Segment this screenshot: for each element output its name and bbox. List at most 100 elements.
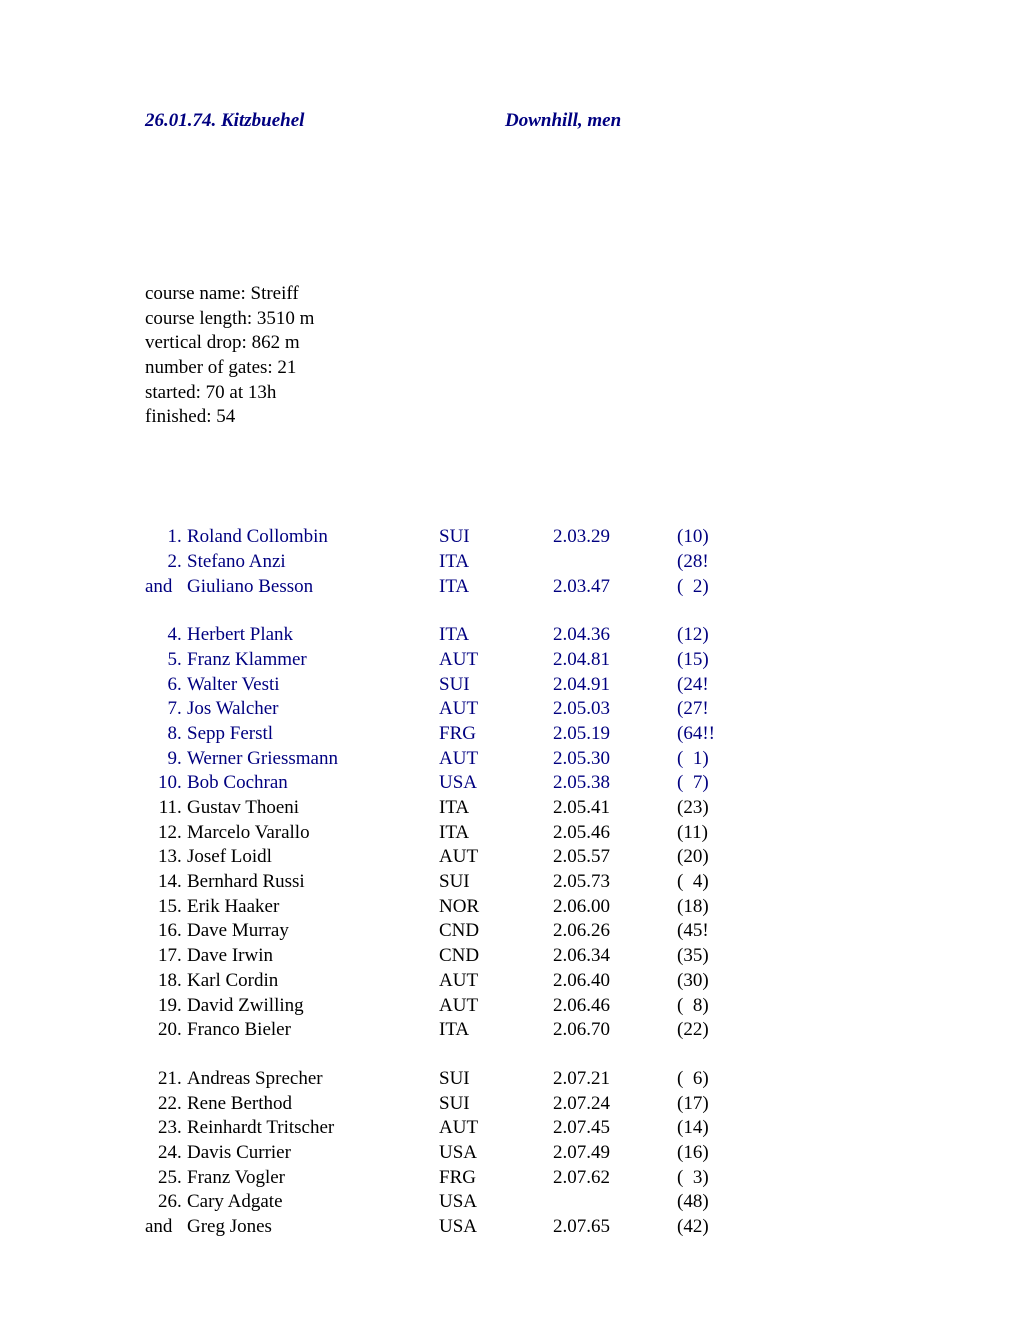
course-info: course name: Streiffcourse length: 3510 …: [145, 282, 875, 430]
time: 2.07.62: [553, 1166, 677, 1191]
rank: 25: [145, 1166, 177, 1191]
bib-number: (11): [677, 821, 737, 846]
rank: 12: [145, 821, 177, 846]
result-row: 13. Josef LoidlAUT2.05.57(20): [145, 845, 875, 870]
athlete-name: Greg Jones: [187, 1215, 439, 1240]
bib-number: (20): [677, 845, 737, 870]
athlete-name: David Zwilling: [187, 994, 439, 1019]
country: USA: [439, 1141, 553, 1166]
athlete-name: Marcelo Varallo: [187, 821, 439, 846]
country: ITA: [439, 796, 553, 821]
result-row: 10. Bob CochranUSA2.05.38( 7): [145, 771, 875, 796]
rank: 13: [145, 845, 177, 870]
course-info-line: course name: Streiff: [145, 282, 875, 307]
rank-sep: .: [177, 1018, 187, 1043]
rank: 5: [145, 648, 177, 673]
rank: 17: [145, 944, 177, 969]
rank-sep: .: [177, 944, 187, 969]
time: 2.05.30: [553, 747, 677, 772]
athlete-name: Bernhard Russi: [187, 870, 439, 895]
rank-sep: .: [177, 648, 187, 673]
time: 2.05.57: [553, 845, 677, 870]
result-row: 9. Werner GriessmannAUT2.05.30( 1): [145, 747, 875, 772]
athlete-name: Werner Griessmann: [187, 747, 439, 772]
result-row: 8. Sepp FerstlFRG2.05.19(64!!: [145, 722, 875, 747]
result-row: 24. Davis CurrierUSA2.07.49(16): [145, 1141, 875, 1166]
rank-sep: .: [177, 550, 187, 575]
country: CND: [439, 944, 553, 969]
time: 2.04.36: [553, 623, 677, 648]
result-row: 11. Gustav ThoeniITA2.05.41(23): [145, 796, 875, 821]
rank-sep: .: [177, 1092, 187, 1117]
rank-sep: .: [177, 697, 187, 722]
result-row: and Greg JonesUSA2.07.65(42): [145, 1215, 875, 1240]
bib-number: (10): [677, 525, 737, 550]
result-row: 16. Dave MurrayCND2.06.26(45!: [145, 919, 875, 944]
time: 2.04.91: [553, 673, 677, 698]
country: AUT: [439, 697, 553, 722]
time: 2.05.73: [553, 870, 677, 895]
country: ITA: [439, 575, 553, 600]
rank: 7: [145, 697, 177, 722]
rank-sep: .: [177, 771, 187, 796]
time: 2.06.26: [553, 919, 677, 944]
result-row: 18. Karl CordinAUT2.06.40(30): [145, 969, 875, 994]
rank: 15: [145, 895, 177, 920]
rank-sep: .: [177, 1116, 187, 1141]
country: USA: [439, 771, 553, 796]
country: ITA: [439, 550, 553, 575]
bib-number: ( 4): [677, 870, 737, 895]
athlete-name: Stefano Anzi: [187, 550, 439, 575]
time: [553, 1190, 677, 1215]
country: FRG: [439, 1166, 553, 1191]
spacer: [145, 599, 875, 623]
country: AUT: [439, 1116, 553, 1141]
rank: 11: [145, 796, 177, 821]
result-row: and Giuliano BessonITA2.03.47( 2): [145, 575, 875, 600]
rank: 10: [145, 771, 177, 796]
rank: 8: [145, 722, 177, 747]
athlete-name: Bob Cochran: [187, 771, 439, 796]
rank-sep: .: [177, 821, 187, 846]
course-info-line: finished: 54: [145, 405, 875, 430]
time: 2.05.41: [553, 796, 677, 821]
results-table: 1. Roland CollombinSUI2.03.29(10)2. Stef…: [145, 525, 875, 1240]
bib-number: (64!!: [677, 722, 737, 747]
bib-number: (18): [677, 895, 737, 920]
athlete-name: Josef Loidl: [187, 845, 439, 870]
time: 2.05.03: [553, 697, 677, 722]
bib-number: ( 8): [677, 994, 737, 1019]
country: AUT: [439, 747, 553, 772]
result-row: 25. Franz VoglerFRG2.07.62( 3): [145, 1166, 875, 1191]
time: 2.05.46: [553, 821, 677, 846]
athlete-name: Jos Walcher: [187, 697, 439, 722]
spacer: [145, 1043, 875, 1067]
bib-number: (35): [677, 944, 737, 969]
time: 2.06.00: [553, 895, 677, 920]
rank-sep: .: [177, 994, 187, 1019]
time: 2.07.45: [553, 1116, 677, 1141]
rank: 24: [145, 1141, 177, 1166]
bib-number: (22): [677, 1018, 737, 1043]
rank-and: and: [145, 1215, 187, 1240]
result-row: 4. Herbert PlankITA2.04.36(12): [145, 623, 875, 648]
rank-sep: .: [177, 747, 187, 772]
rank: 18: [145, 969, 177, 994]
result-row: 15. Erik HaakerNOR2.06.00(18): [145, 895, 875, 920]
rank: 4: [145, 623, 177, 648]
rank-sep: .: [177, 919, 187, 944]
time: 2.07.65: [553, 1215, 677, 1240]
course-info-line: course length: 3510 m: [145, 307, 875, 332]
rank: 2: [145, 550, 177, 575]
time: 2.07.49: [553, 1141, 677, 1166]
rank-sep: .: [177, 623, 187, 648]
athlete-name: Sepp Ferstl: [187, 722, 439, 747]
country: SUI: [439, 870, 553, 895]
country: AUT: [439, 648, 553, 673]
result-row: 21. Andreas SprecherSUI2.07.21( 6): [145, 1067, 875, 1092]
bib-number: (42): [677, 1215, 737, 1240]
bib-number: (16): [677, 1141, 737, 1166]
athlete-name: Dave Murray: [187, 919, 439, 944]
rank-sep: .: [177, 845, 187, 870]
rank: 21: [145, 1067, 177, 1092]
